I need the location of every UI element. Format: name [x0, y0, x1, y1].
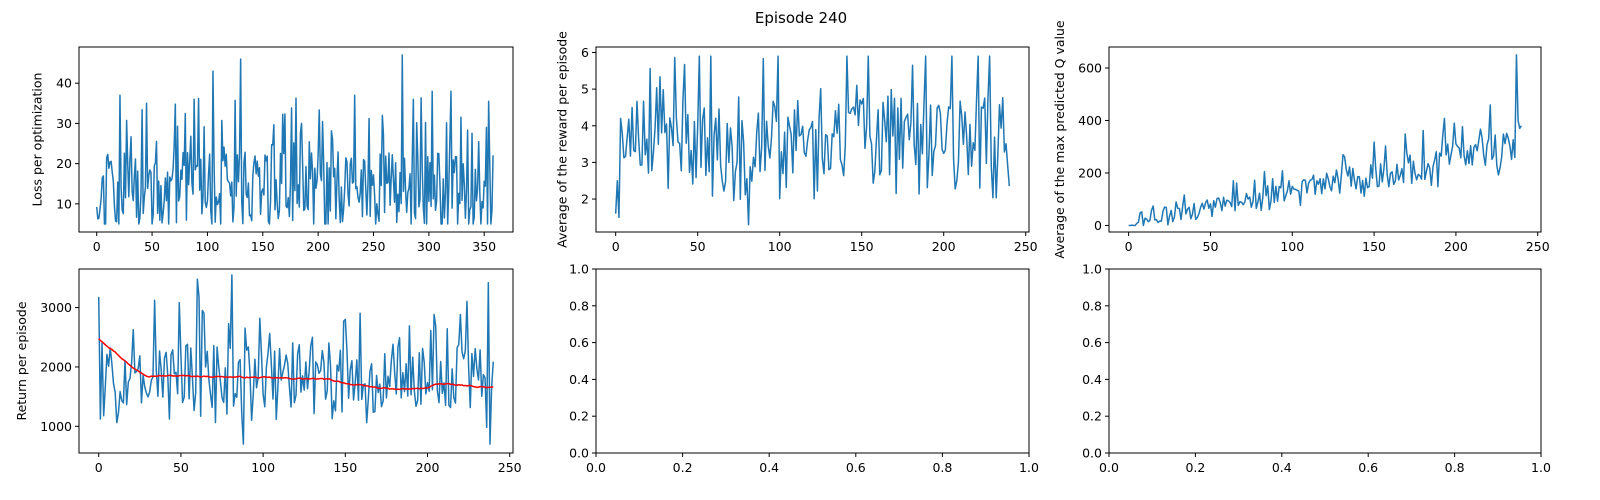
x-tick-label: 100 [251, 460, 275, 475]
x-tick-label: 0.8 [932, 460, 952, 475]
x-tick-label: 1.0 [1531, 460, 1551, 475]
y-tick-label: 0.0 [569, 446, 589, 461]
y-tick-label: 1.0 [569, 262, 589, 277]
x-tick-label: 150 [333, 460, 357, 475]
x-tick-label: 0.2 [673, 460, 693, 475]
y-axis-label: Loss per optimization [30, 73, 45, 207]
y-tick-label: 1000 [40, 419, 72, 434]
x-tick-label: 200 [1444, 239, 1468, 254]
y-tick-label: 0.2 [569, 409, 589, 424]
y-tick-label: 40 [56, 76, 72, 91]
axes-frame [78, 46, 514, 233]
y-tick-label: 3000 [40, 300, 72, 315]
y-tick-label: 0.6 [569, 335, 589, 350]
x-tick-label: 50 [690, 239, 706, 254]
x-tick-label: 0 [95, 460, 103, 475]
y-tick-label: 0 [1094, 218, 1102, 233]
x-tick-label: 100 [1280, 239, 1304, 254]
y-tick-label: 30 [56, 116, 72, 131]
series-line-1 [95, 54, 494, 225]
y-tick-label: 200 [1078, 165, 1102, 180]
y-axis-label: Average of the reward per episode [554, 31, 569, 248]
x-tick-label: 0.6 [1358, 460, 1378, 475]
axes-frame [1108, 46, 1542, 233]
x-tick-label: 150 [1362, 239, 1386, 254]
axes-frame [78, 268, 514, 454]
x-tick-label: 350 [472, 239, 496, 254]
y-tick-label: 10 [56, 196, 72, 211]
y-tick-label: 0.2 [1082, 409, 1102, 424]
x-tick-label: 250 [1014, 239, 1038, 254]
y-tick-label: 0.0 [1082, 446, 1102, 461]
x-tick-label: 0.0 [586, 460, 606, 475]
x-tick-label: 150 [251, 239, 275, 254]
subplot-4: 0 50 100 150 200 250 1000 2000 3000 Return per ep… [14, 268, 522, 475]
y-tick-label: 20 [56, 156, 72, 171]
y-tick-label: 1.0 [1082, 262, 1102, 277]
x-tick-label: 250 [498, 460, 522, 475]
subplot-2: 0 50 100 150 200 250 2 3 4 5 6 Average of the rewar… [554, 31, 1037, 254]
subplot-3: 0 50 100 150 200 250 0 200 400 600 Average of the … [1052, 20, 1550, 259]
x-tick-label: 150 [850, 239, 874, 254]
x-tick-label: 0.8 [1445, 460, 1465, 475]
y-tick-label: 0.6 [1082, 335, 1102, 350]
x-tick-label: 50 [1203, 239, 1219, 254]
y-tick-label: 0.4 [1082, 372, 1102, 387]
y-tick-label: 2000 [40, 359, 72, 374]
y-tick-label: 0.8 [569, 298, 589, 313]
x-tick-label: 50 [144, 239, 160, 254]
x-tick-label: 0.2 [1185, 460, 1205, 475]
series-line-1 [614, 55, 1011, 226]
x-tick-label: 200 [932, 239, 956, 254]
x-tick-label: 250 [1526, 239, 1550, 254]
axes-frame [595, 268, 1030, 454]
x-tick-label: 100 [195, 239, 219, 254]
y-tick-label: 400 [1078, 113, 1102, 128]
y-tick-label: 0.4 [569, 372, 589, 387]
axes-frame [1108, 268, 1542, 454]
series-line-2 [98, 338, 494, 391]
y-tick-label: 600 [1078, 60, 1102, 75]
subplot-5: 0.0 0.2 0.4 0.6 0.8 1.0 0.0 0.2 0.4 0.6 0.8 1.0 [569, 262, 1039, 476]
x-tick-label: 250 [362, 239, 386, 254]
x-tick-label: 200 [416, 460, 440, 475]
x-tick-label: 0 [93, 239, 101, 254]
subplot-6: 0.0 0.2 0.4 0.6 0.8 1.0 0.0 0.2 0.4 0.6 0.8 1.0 [1082, 262, 1551, 476]
series-line-1 [97, 274, 495, 445]
x-tick-label: 0.4 [759, 460, 779, 475]
y-tick-label: 3 [581, 155, 589, 170]
y-tick-label: 2 [581, 192, 589, 207]
y-axis-label: Average of the max predicted Q value [1052, 20, 1067, 259]
x-tick-label: 1.0 [1019, 460, 1039, 475]
x-tick-label: 0 [612, 239, 620, 254]
y-tick-label: 4 [581, 118, 589, 133]
y-tick-label: 0.8 [1082, 298, 1102, 313]
series-line-1 [1128, 54, 1522, 227]
x-tick-label: 0.0 [1099, 460, 1119, 475]
x-tick-label: 50 [173, 460, 189, 475]
axes-frame [595, 46, 1030, 233]
y-tick-label: 5 [581, 82, 589, 97]
x-tick-label: 300 [417, 239, 441, 254]
x-tick-label: 0 [1125, 239, 1133, 254]
subplot-1: 0 50 100 150 200 250 300 350 10 20 30 40 Loss per op… [30, 46, 514, 254]
figure-suptitle: Episode 240 [755, 9, 847, 27]
y-tick-label: 6 [581, 45, 589, 60]
x-tick-label: 200 [306, 239, 330, 254]
x-tick-label: 0.6 [846, 460, 866, 475]
x-tick-label: 100 [768, 239, 792, 254]
y-axis-label: Return per episode [14, 301, 29, 420]
x-tick-label: 0.4 [1272, 460, 1292, 475]
